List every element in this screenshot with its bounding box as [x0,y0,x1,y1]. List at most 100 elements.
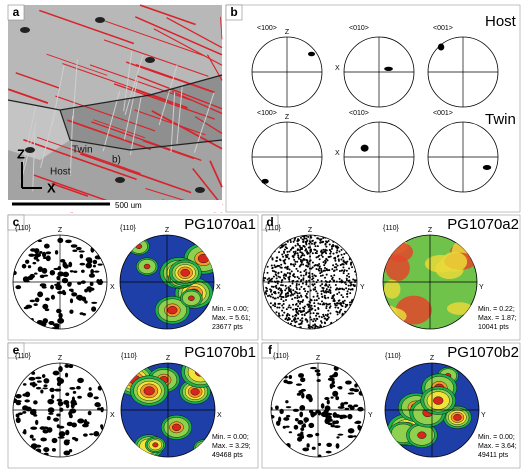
point-cluster [303,275,305,277]
point-cluster [336,249,338,251]
point-cluster [313,296,315,298]
point-cluster [345,306,347,308]
point-cluster [301,320,303,322]
point-cluster [283,312,285,314]
point-cluster [348,392,355,394]
point-cluster [278,307,280,309]
point-cluster [332,391,338,397]
axis-top: Z [58,355,63,362]
point-cluster [291,247,293,249]
point-cluster [296,312,298,314]
point-cluster [299,303,301,305]
point-cluster [100,424,103,428]
point-cluster [34,273,38,275]
point-cluster [338,250,340,252]
point-cluster [335,414,341,418]
point-cluster [45,308,50,311]
point-cluster [321,241,323,243]
point-cluster [305,312,307,314]
point-cluster [314,305,316,307]
point-cluster [317,269,319,271]
point-cluster [311,413,315,418]
point-cluster [281,292,283,294]
point-cluster [316,379,320,382]
point-cluster [93,431,99,436]
point-cluster [89,433,93,435]
point-cluster [296,261,298,263]
point-cluster [339,288,341,290]
point-cluster [324,318,326,320]
point-cluster [277,297,279,299]
point-cluster [321,283,323,285]
point-cluster [334,425,341,428]
point-cluster [22,264,27,269]
point-cluster [315,256,317,258]
point-cluster [281,279,283,281]
point-cluster [313,274,315,276]
point-cluster [347,414,352,419]
point-cluster [68,411,72,416]
point-cluster [293,320,295,322]
point-cluster [286,251,288,253]
point-cluster [310,268,312,270]
point-cluster [327,310,329,312]
point-cluster [288,306,290,308]
point-cluster [287,266,289,268]
point-cluster [338,291,340,293]
point-cluster [307,434,314,438]
point-cluster [319,272,321,274]
point-cluster [293,256,295,258]
point-cluster [340,309,342,311]
point-cluster [312,275,314,277]
row-name: Twin [485,111,516,128]
point-cluster [285,400,288,403]
point-cluster [331,268,333,270]
point-cluster [58,366,63,372]
point-cluster [294,276,296,278]
point-cluster [56,309,61,314]
point-cluster [341,269,343,271]
point-cluster [94,270,100,272]
point-cluster [336,436,339,438]
point-cluster [328,256,330,258]
point-cluster [342,305,344,307]
point-cluster [324,397,329,400]
point-cluster [43,257,48,259]
point-cluster [264,277,266,279]
point-cluster [267,278,269,280]
point-cluster [342,266,344,268]
point-cluster [278,276,280,278]
point-cluster [311,273,313,275]
point-cluster [279,295,281,297]
point-cluster [314,325,316,327]
min-label: Min. = 0.00; [478,434,515,441]
max-label: Max. = 3.29; [212,443,251,450]
point-cluster [284,249,286,251]
point-cluster [42,286,47,289]
point-cluster [289,275,291,277]
panel-title: PG1070b1 [184,344,256,361]
point-cluster [284,289,286,291]
point-cluster [308,396,312,402]
point-cluster [325,261,327,263]
point-cluster [315,369,321,372]
pts-label: 49468 pts [212,452,243,459]
point-cluster [76,247,82,250]
point-cluster [87,392,93,397]
point-cluster [339,278,341,280]
point-cluster [286,295,288,297]
point-cluster [289,375,293,379]
point-cluster [278,312,280,314]
plane-label: {110} [121,353,137,360]
inclusion [25,147,35,153]
point-cluster [44,244,50,249]
point-cluster [300,427,304,431]
point-cluster [296,308,298,310]
point-cluster [37,380,42,382]
axis-x: X [335,65,340,72]
point-cluster [81,270,85,273]
point-cluster [308,423,314,428]
point-cluster [301,314,303,316]
pole-cluster [308,52,315,57]
point-cluster [42,387,48,389]
